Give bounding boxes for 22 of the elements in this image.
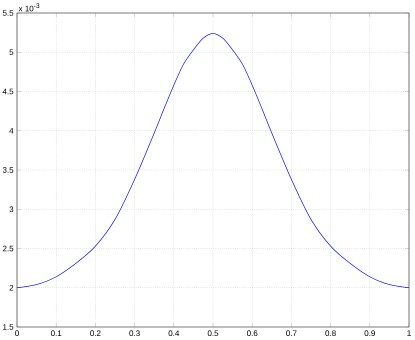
y-tick-label: 2.5 <box>2 246 14 252</box>
y-tick-label: 5.5 <box>2 10 14 16</box>
y-tick-label: 2 <box>10 284 14 291</box>
x-tick-label: 0.3 <box>129 330 140 336</box>
line-series <box>17 33 409 288</box>
x-tick-label: 0.2 <box>90 330 101 336</box>
x-tick-label: 0 <box>15 330 19 336</box>
x-tick-label: 0.1 <box>50 330 62 336</box>
x-tick-label: 0.5 <box>208 330 218 336</box>
y-tick-label: 5 <box>9 49 14 56</box>
y-tick-label: 3.5 <box>2 167 14 173</box>
y-tick-label: 3 <box>9 206 14 212</box>
y-tick-label: 4 <box>9 128 14 134</box>
x-tick-label: 0.4 <box>168 330 180 336</box>
x-tick-label: 1 <box>407 330 411 336</box>
x-tick-label: 0.9 <box>364 330 375 336</box>
x-tick-label: 0.8 <box>325 330 336 336</box>
y-tick-label: 4.5 <box>2 88 14 94</box>
y-tick-label: 1.5 <box>3 324 14 330</box>
x-tick-label: 0.7 <box>286 330 297 336</box>
x-tick-label: 0.6 <box>246 330 258 336</box>
text: x 10$^{-3}$ <box>18 3 40 12</box>
